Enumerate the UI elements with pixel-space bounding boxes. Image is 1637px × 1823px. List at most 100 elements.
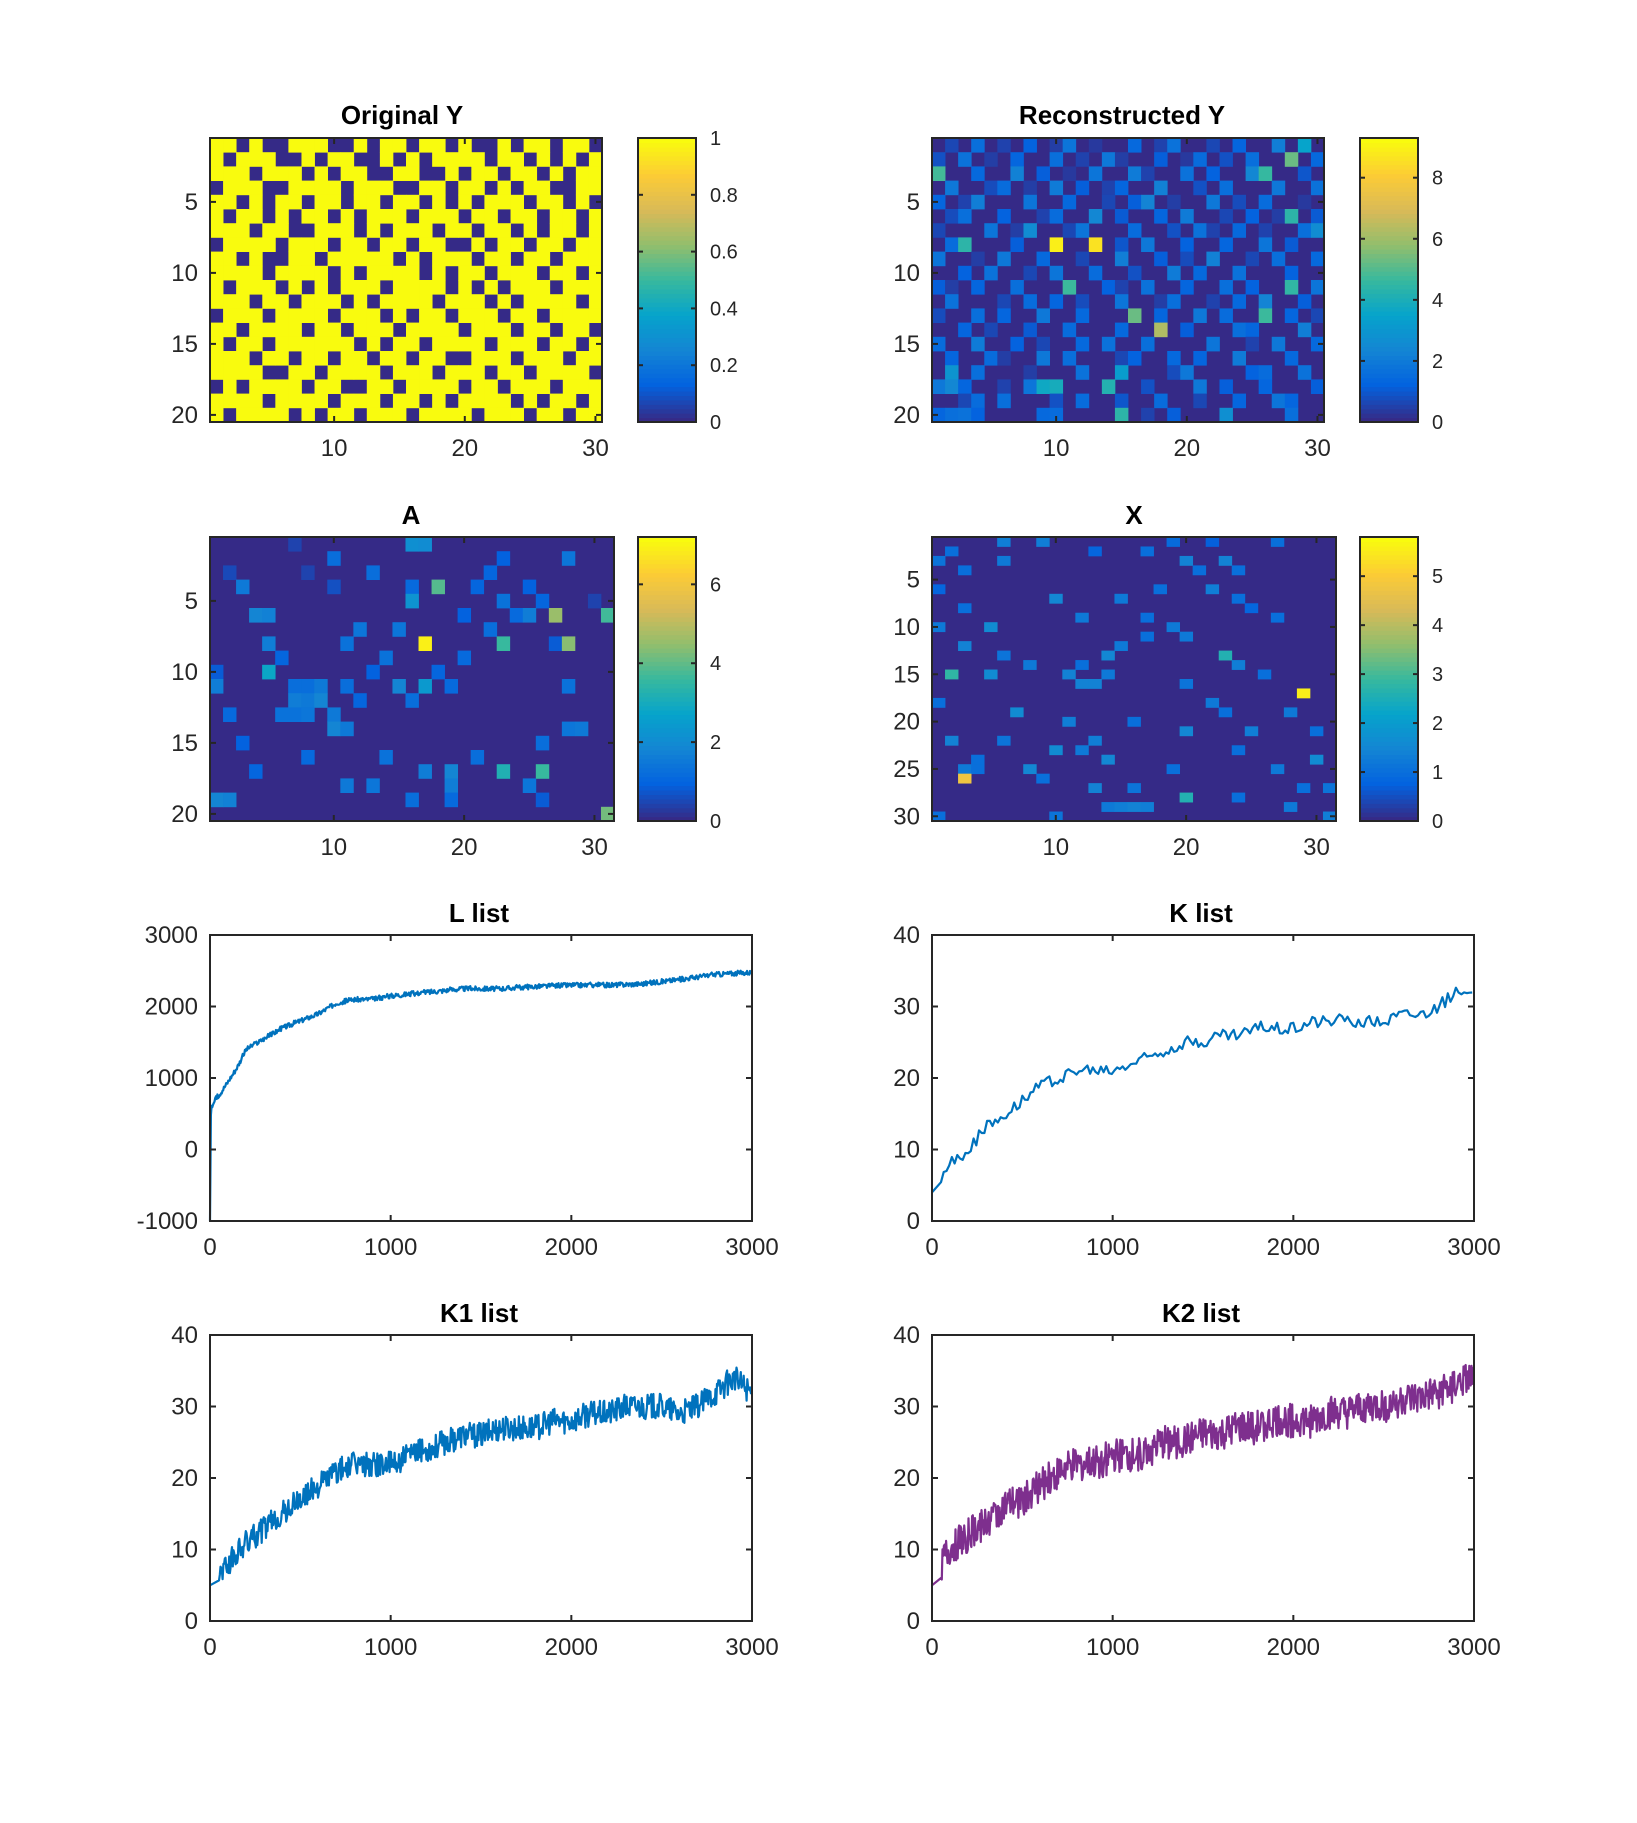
colorbar-segment [638, 723, 696, 729]
heatmap-cell [406, 379, 420, 394]
colorbar-segment [638, 248, 696, 254]
colorbar-segment [638, 537, 696, 543]
heatmap-cell [432, 138, 446, 153]
heatmap-cell [932, 811, 946, 822]
heatmap-cell [379, 750, 393, 765]
colorbar-segment [638, 754, 696, 760]
heatmap-cell [497, 265, 511, 281]
heatmap-cell [1075, 251, 1090, 267]
heatmap-cell [1036, 166, 1050, 181]
heatmap-cell [1310, 280, 1325, 295]
heatmap-cell [327, 379, 342, 394]
heatmap-cell [392, 280, 407, 295]
heatmap-cell [223, 322, 237, 338]
heatmap-cell [406, 280, 420, 295]
colorbar-segment [1360, 315, 1418, 321]
heatmap-cell [353, 237, 368, 252]
heatmap-cell [1231, 565, 1246, 576]
heatmap-cell [1140, 802, 1154, 812]
heatmap-cell [1231, 593, 1246, 604]
heatmap-cell [1114, 641, 1128, 651]
y-tick-label: 5 [907, 189, 920, 216]
heatmap-cell [210, 166, 224, 181]
colorbar-segment [638, 302, 696, 308]
heatmap-cell [353, 351, 368, 366]
heatmap-cell [379, 351, 394, 366]
heatmap-cell [600, 608, 615, 623]
heatmap-cell [932, 584, 946, 595]
heatmap-cell [444, 778, 459, 793]
heatmap-cell [262, 379, 276, 394]
heatmap-cell [1114, 280, 1129, 295]
x-tick-label: 0 [925, 1234, 938, 1261]
heatmap-cell [997, 138, 1011, 153]
y-tick-label: 20 [893, 402, 920, 429]
heatmap-cell [484, 209, 498, 224]
heatmap-cell [1010, 336, 1024, 352]
heatmap-cell [497, 251, 511, 267]
colorbar-segment [638, 563, 696, 569]
colorbar-segment [1360, 661, 1418, 667]
heatmap-cell [1167, 223, 1181, 238]
title-k1-list: K1 list [440, 1298, 518, 1328]
heatmap-cell [588, 180, 603, 196]
heatmap-cell [510, 194, 524, 210]
heatmap-cell [288, 237, 302, 252]
heatmap-cell [314, 393, 328, 409]
heatmap-cell [471, 294, 485, 309]
heatmap-cell [327, 152, 342, 167]
heatmap-cell [1258, 294, 1273, 309]
heatmap-cell [210, 336, 224, 352]
heatmap-cell [275, 393, 289, 409]
panel-reconstructed-y: Reconstructed Y 5 10 15 20 10 20 30 0 2 4 6 8 [893, 100, 1443, 462]
heatmap-cell [958, 773, 972, 784]
title-reconstructed-y: Reconstructed Y [1019, 100, 1225, 130]
heatmap-cell [301, 209, 315, 224]
heatmap-cell [549, 393, 564, 409]
heatmap-cell [1049, 393, 1064, 409]
heatmap-cell [210, 280, 224, 295]
heatmap-cell [1049, 209, 1064, 224]
heatmap-cell [327, 223, 342, 238]
heatmap-cell [262, 280, 276, 295]
heatmap-cell [249, 194, 263, 210]
y-tick-label: 40 [893, 1322, 920, 1349]
heatmap-cell [549, 294, 564, 309]
heatmap-cell [497, 194, 511, 210]
heatmap-cell [945, 180, 959, 196]
heatmap-cell [945, 669, 959, 680]
colorbar-segment [638, 803, 696, 809]
heatmap-a [210, 537, 615, 822]
colorbar-segment [1360, 537, 1418, 543]
heatmap-cell [471, 180, 485, 196]
heatmap-cell [497, 180, 511, 196]
heatmap-cell [392, 209, 407, 224]
heatmap-cell [1218, 650, 1233, 661]
heatmap-cell [301, 336, 315, 352]
heatmap-cell [353, 138, 368, 153]
heatmap-cell [958, 565, 972, 576]
heatmap-cell [236, 393, 250, 409]
heatmap-cell [588, 209, 603, 224]
heatmap-cell [561, 679, 576, 694]
colorbar-segment [1360, 647, 1418, 653]
heatmap-cell [406, 294, 420, 309]
heatmap-cell [1114, 237, 1129, 252]
series-line [209, 1366, 753, 1587]
heatmap-cell [523, 379, 538, 394]
heatmap-cell [1179, 679, 1194, 689]
axes-box-original-y [209, 137, 603, 423]
heatmap-cell [1322, 811, 1337, 822]
heatmap-cell [1075, 660, 1089, 670]
colorbar-segment [1360, 776, 1418, 782]
heatmap-cell [471, 336, 485, 352]
heatmap-cell [932, 251, 946, 267]
colorbar-segment [1360, 395, 1418, 401]
y-tick-label: 1000 [145, 1065, 198, 1092]
heatmap-cell [262, 407, 276, 423]
heatmap-cell [288, 280, 302, 295]
colorbar-segment [638, 311, 696, 317]
heatmap-cell [392, 351, 407, 366]
heatmap-cell [1023, 294, 1037, 309]
